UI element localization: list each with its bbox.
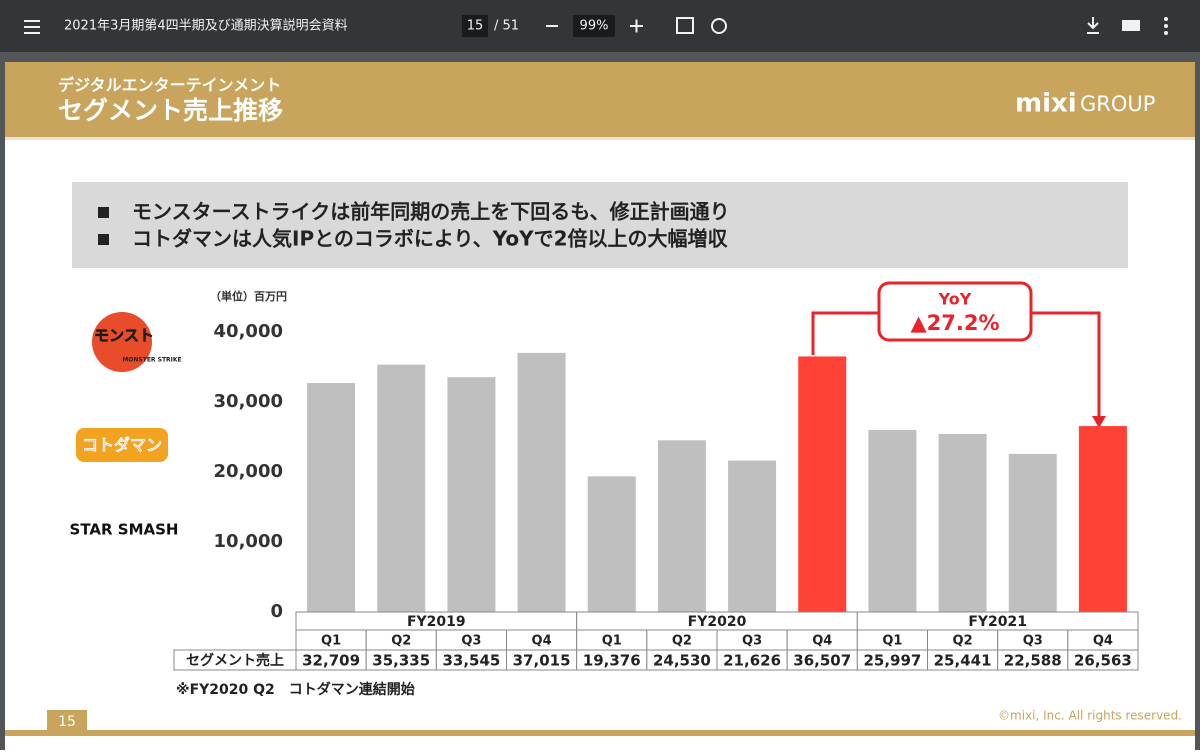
value-label: 25,441 (934, 652, 992, 670)
x-tick-label: Q1 (321, 634, 341, 649)
group-label: FY2019 (407, 614, 466, 630)
bar (587, 476, 636, 612)
logo-text: モンスト (94, 327, 154, 345)
value-label: 32,709 (302, 652, 360, 670)
zoom-out[interactable] (546, 25, 558, 27)
bar (517, 352, 566, 612)
x-tick-label: Q2 (672, 634, 692, 649)
value-label: 26,563 (1074, 652, 1132, 670)
zoom-input[interactable] (573, 15, 615, 37)
footnote: ※FY2020 Q2 コトダマン連結開始 (176, 681, 415, 698)
bar (1078, 426, 1127, 612)
bar (938, 433, 987, 612)
row-label: セグメント売上 (186, 652, 284, 669)
chart: 0 10,000 20,000 30,000 40,000 FY2019 FY2020 FY2… (173, 321, 1139, 671)
brand: mixi (1015, 89, 1077, 119)
bar (307, 383, 356, 612)
x-tick-label: Q3 (742, 634, 762, 649)
y-tick-label: 0 (270, 601, 283, 622)
fit-icon[interactable] (676, 17, 694, 34)
yoy-arrow (1092, 416, 1106, 428)
x-tick-label: Q2 (953, 634, 973, 649)
footer-bar (5, 730, 1195, 736)
value-label: 33,545 (442, 652, 500, 670)
x-tick-label: Q1 (882, 634, 902, 649)
page-number: 15 (467, 19, 484, 34)
slide-header (5, 62, 1195, 137)
y-tick-label: 10,000 (214, 531, 283, 552)
logo-text: STAR SMASH (70, 521, 179, 539)
group-label: FY2021 (968, 614, 1027, 630)
slide-title: セグメント売上推移 (58, 96, 283, 125)
yoy-value: ▲27.2% (910, 311, 999, 335)
bullet: コトダマンは人気IPとのコラボにより、YoYで2倍以上の大幅増収 (132, 227, 728, 251)
value-label: 22,588 (1004, 652, 1062, 670)
bar (447, 377, 496, 612)
bullet-marker (98, 234, 109, 245)
bar (377, 364, 426, 612)
bullet-marker (98, 207, 109, 218)
bar (798, 356, 847, 612)
x-tick-label: Q3 (1023, 634, 1043, 649)
bar (657, 440, 706, 612)
slide-subtitle: デジタルエンターテインメント (58, 76, 281, 95)
logo-shape (76, 428, 168, 462)
value-label: 24,530 (653, 652, 711, 670)
menu-icon[interactable] (24, 20, 40, 34)
more-icon[interactable] (1164, 17, 1168, 35)
logo-text: MONSTER STRIKE (122, 357, 181, 364)
y-tick-label: 40,000 (214, 321, 283, 342)
slide-page: 15 (58, 714, 76, 730)
yoy-box (877, 281, 1033, 342)
value-label: 35,335 (372, 652, 430, 670)
value-label: 37,015 (513, 652, 571, 670)
unit: （単位）百万円 (210, 289, 287, 303)
bullet: モンスターストライクは前年同期の売上を下回るも、修正計画通り (132, 200, 730, 224)
x-tick-label: Q2 (391, 634, 411, 649)
bullet-box (72, 182, 1128, 268)
header-rule (5, 137, 1195, 140)
brand-group: GROUP (1080, 92, 1155, 116)
x-tick-label: Q3 (461, 634, 481, 649)
logo-shape (92, 312, 152, 372)
doc-title: 2021年3月期第4四半期及び通期決算説明会資料 (64, 18, 348, 34)
x-tick-label: Q4 (532, 634, 552, 649)
value-label: 21,626 (723, 652, 781, 670)
copyright: ©mixi, Inc. All rights reserved. (998, 709, 1182, 723)
page-badge (47, 710, 87, 736)
page-input[interactable] (462, 15, 488, 37)
x-tick-label: Q4 (1093, 634, 1113, 649)
zoom: 99% (580, 19, 609, 34)
zoom-in[interactable] (630, 19, 643, 33)
value-label: 36,507 (793, 652, 851, 670)
value-label: 25,997 (863, 652, 921, 670)
bar (1008, 453, 1057, 612)
page-total: / 51 (494, 19, 519, 34)
x-tick-label: Q4 (812, 634, 832, 649)
download-icon[interactable] (1087, 17, 1099, 34)
value-label: 19,376 (583, 652, 641, 670)
y-tick-label: 20,000 (214, 461, 283, 482)
group-label: FY2020 (688, 614, 747, 630)
table-cell (1067, 649, 1139, 671)
yoy-label: YoY (938, 290, 972, 309)
y-tick-label: 30,000 (214, 391, 283, 412)
bar (728, 460, 777, 612)
x-tick-label: Q1 (602, 634, 622, 649)
rotate-icon[interactable] (711, 18, 727, 34)
logo-text: コトダマン (82, 436, 162, 455)
print-icon[interactable] (1122, 20, 1140, 31)
bar (868, 430, 917, 612)
